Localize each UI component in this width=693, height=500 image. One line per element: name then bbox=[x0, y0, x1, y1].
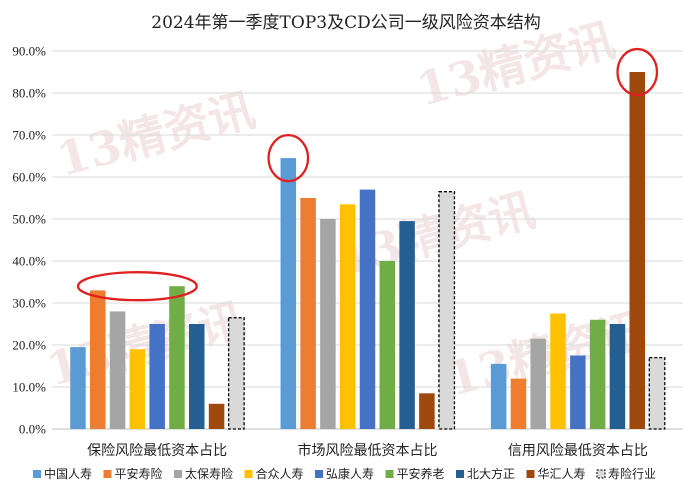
plot-area bbox=[70, 72, 666, 430]
y-axis: 0.0% 10.0% 20.0% 30.0% 40.0% 50.0% 60.0% 70.0% 8… bbox=[12, 44, 46, 437]
y-tick-label: 90.0% bbox=[12, 44, 46, 59]
bar-寿险行业 bbox=[648, 356, 666, 430]
bar-合众人寿 bbox=[550, 313, 566, 429]
bar-平安寿险 bbox=[90, 290, 106, 429]
x-category-label: 信用风险最低资本占比 bbox=[508, 443, 648, 459]
bar-平安寿险 bbox=[300, 198, 316, 429]
legend-swatch bbox=[103, 470, 112, 478]
y-tick-label: 40.0% bbox=[12, 254, 46, 269]
legend: 中国人寿 平安寿险 太保寿险 合众人寿 弘康人寿 平安养老 北大方正 华汇人寿 寿险行业 bbox=[33, 466, 656, 481]
bar-弘康人寿 bbox=[359, 189, 376, 429]
legend-label: 寿险行业 bbox=[608, 466, 656, 481]
y-tick-label: 50.0% bbox=[12, 212, 46, 227]
legend-swatch bbox=[596, 469, 606, 479]
bar-太保寿险 bbox=[320, 219, 336, 429]
bar-平安寿险 bbox=[510, 378, 527, 429]
y-tick-label: 0.0% bbox=[19, 422, 46, 437]
legend-label: 平安养老 bbox=[397, 466, 445, 481]
bar-北大方正 bbox=[189, 324, 205, 429]
bar-华汇人寿 bbox=[419, 393, 435, 429]
bar-平安养老 bbox=[589, 319, 606, 429]
highlight-ellipse bbox=[616, 47, 659, 97]
highlight-ellipses bbox=[76, 47, 659, 302]
legend-label: 华汇人寿 bbox=[538, 467, 586, 481]
y-tick-label: 60.0% bbox=[12, 170, 46, 185]
highlight-ellipse bbox=[267, 133, 310, 183]
x-axis: 保险风险最低资本占比 市场风险最低资本占比 信用风险最低资本占比 bbox=[87, 442, 648, 459]
bar-华汇人寿 bbox=[629, 72, 645, 429]
y-tick-label: 10.0% bbox=[12, 380, 46, 395]
legend-swatch bbox=[315, 470, 323, 478]
highlight-ellipse bbox=[76, 271, 198, 302]
bar-弘康人寿 bbox=[149, 324, 165, 429]
legend-label: 合众人寿 bbox=[256, 466, 304, 481]
bar-华汇人寿 bbox=[208, 403, 225, 429]
legend-label: 太保寿险 bbox=[185, 466, 233, 481]
x-category-label: 市场风险最低资本占比 bbox=[298, 442, 438, 459]
bar-弘康人寿 bbox=[570, 355, 586, 429]
legend-label: 平安寿险 bbox=[115, 466, 163, 481]
legend-swatch bbox=[33, 470, 41, 478]
bar-太保寿险 bbox=[530, 338, 546, 429]
bar-中国人寿 bbox=[70, 347, 86, 429]
legend-swatch bbox=[385, 470, 394, 478]
bar-太保寿险 bbox=[109, 311, 126, 429]
bar-合众人寿 bbox=[129, 349, 146, 429]
bar-中国人寿 bbox=[280, 158, 297, 429]
legend-label: 北大方正 bbox=[467, 466, 515, 481]
bar-北大方正 bbox=[399, 221, 415, 429]
legend-swatch bbox=[526, 470, 535, 478]
bar-中国人寿 bbox=[490, 363, 507, 429]
legend-swatch bbox=[174, 470, 182, 478]
y-tick-label: 80.0% bbox=[12, 86, 46, 101]
legend-swatch bbox=[456, 470, 464, 478]
bar-北大方正 bbox=[609, 324, 626, 429]
chart-title: 2024年第一季度TOP3及CD公司一级风险资本结构 bbox=[151, 13, 540, 33]
legend-label: 弘康人寿 bbox=[326, 466, 374, 481]
bar-寿险行业 bbox=[438, 191, 456, 430]
y-tick-label: 20.0% bbox=[12, 338, 46, 353]
bar-寿险行业 bbox=[227, 317, 245, 430]
legend-label: 中国人寿 bbox=[44, 466, 92, 481]
y-tick-label: 30.0% bbox=[12, 296, 46, 311]
bar-合众人寿 bbox=[339, 204, 356, 429]
legend-swatch bbox=[244, 470, 253, 478]
y-tick-label: 70.0% bbox=[12, 128, 46, 143]
bar-平安养老 bbox=[379, 261, 396, 429]
bar-平安养老 bbox=[169, 286, 185, 429]
x-category-label: 保险风险最低资本占比 bbox=[87, 443, 227, 459]
